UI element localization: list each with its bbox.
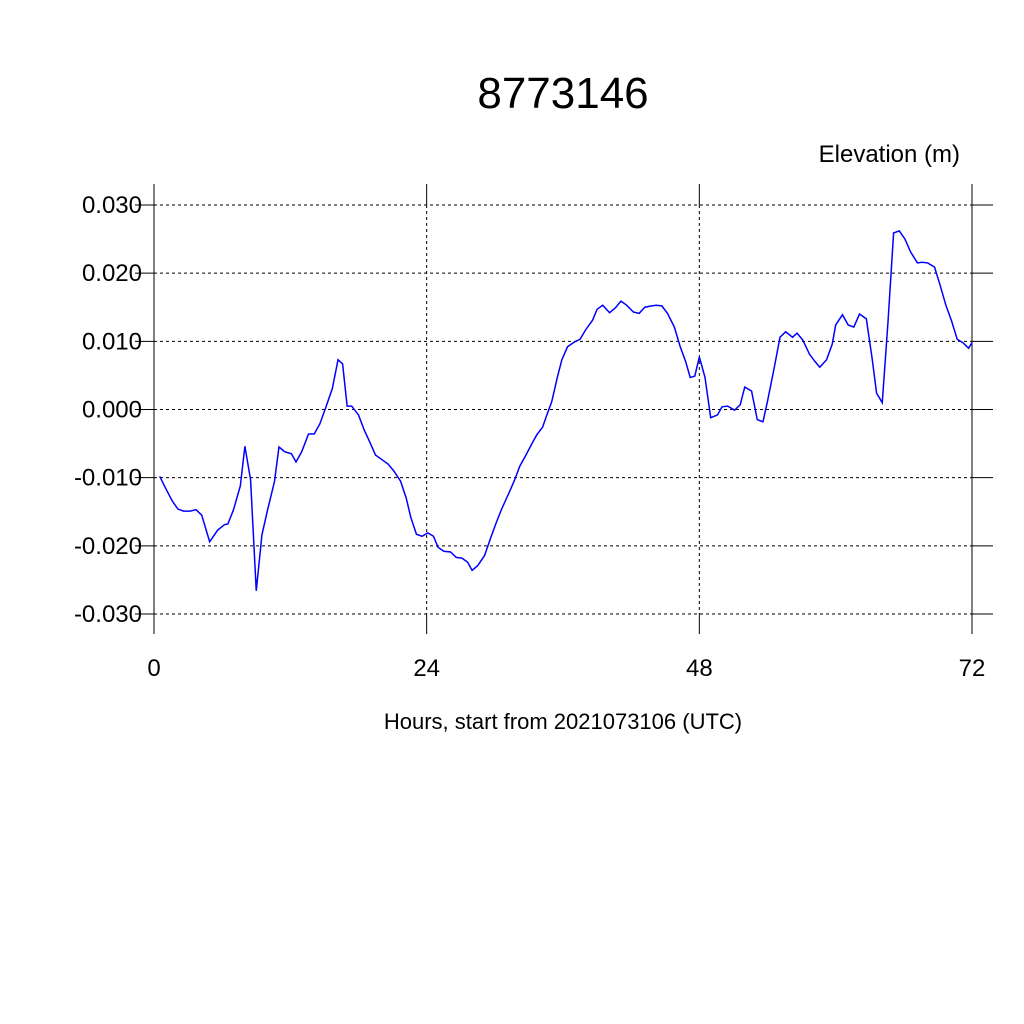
y-tick-label: 0.020 (82, 260, 142, 287)
x-tick-label: 72 (959, 655, 986, 682)
y-tick-label: -0.010 (74, 465, 142, 492)
chart-title: 8773146 (477, 69, 648, 118)
y-tick-label: -0.020 (74, 533, 142, 560)
data-line (159, 229, 973, 591)
y-axis-label: Elevation (m) (819, 141, 960, 168)
y-tick-label: 0.010 (82, 328, 142, 355)
x-axis-label: Hours, start from 2021073106 (UTC) (384, 709, 742, 734)
x-tick-label: 24 (413, 655, 440, 682)
x-tick-label: 0 (147, 655, 160, 682)
x-tick-label: 48 (686, 655, 713, 682)
y-tick-label: -0.030 (74, 601, 142, 628)
y-tick-label: 0.000 (82, 397, 142, 424)
y-tick-label: 0.030 (82, 192, 142, 219)
